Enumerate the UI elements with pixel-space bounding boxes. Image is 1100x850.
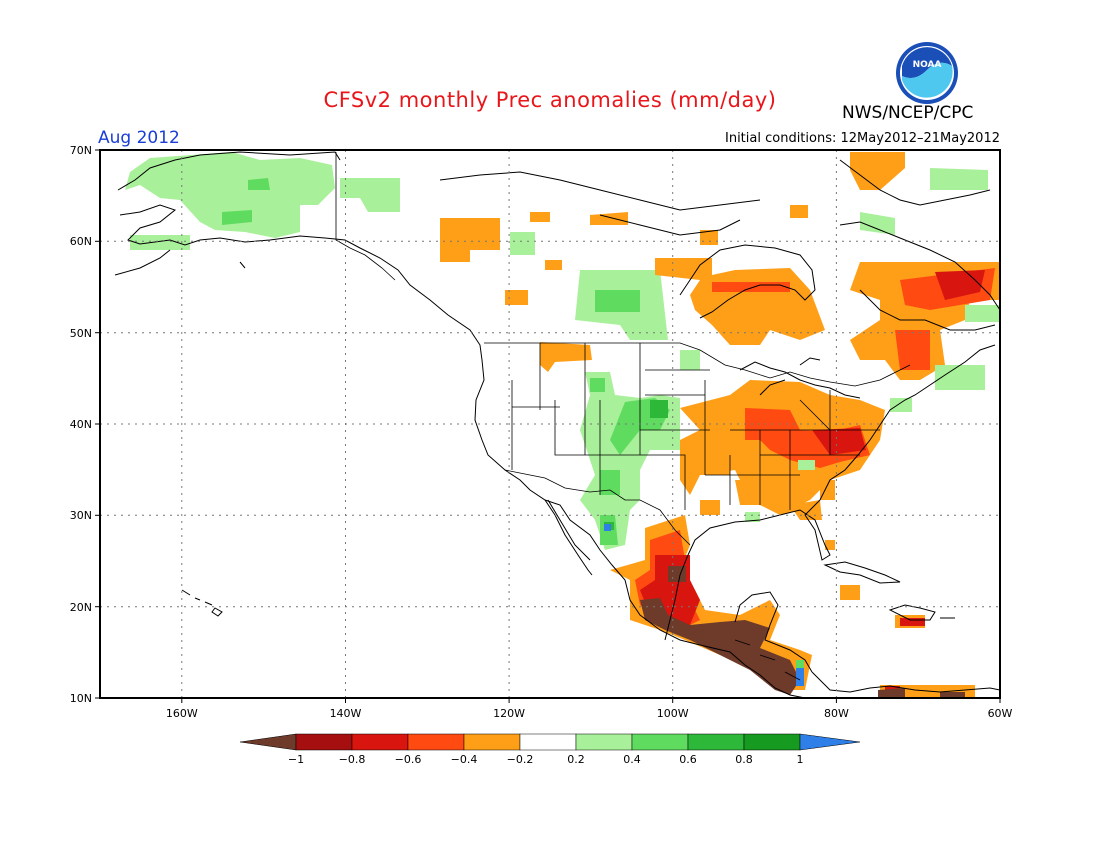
legend-label-6: 0.4 (623, 753, 641, 766)
lon-label-140w: 140W (330, 707, 362, 720)
anomaly-region-ontario-negative-2 (712, 282, 790, 292)
lon-label-160w: 160W (166, 707, 198, 720)
legend-tick-labels: −1 −0.8 −0.6 −0.4 −0.2 0.2 0.4 0.6 0.8 1 (288, 753, 804, 766)
border-us-states (511, 343, 880, 510)
coastlines (114, 151, 1001, 699)
lat-label-20n: 20N (70, 601, 92, 614)
lon-label-60w: 60W (988, 707, 1013, 720)
anomaly-cell-panama-positive (796, 660, 804, 668)
lat-label-40n: 40N (70, 418, 92, 431)
border-alaska-canada (335, 152, 396, 281)
legend-label-7: 0.6 (679, 753, 697, 766)
legend-swatch-p04-p06 (631, 733, 689, 751)
anomaly-region-bahamas-positive (745, 398, 912, 522)
political-borders (335, 152, 911, 681)
coastline-cuba (823, 561, 955, 621)
lat-label-30n: 30N (70, 509, 92, 522)
anomaly-region-canada-central-positive-2 (595, 290, 640, 312)
legend-swatch-m06-m04 (407, 733, 465, 751)
legend-label-0: −1 (288, 753, 304, 766)
legend-swatch-m04-m02 (463, 733, 521, 751)
anomaly-region-montana-negative (540, 342, 592, 372)
anomaly-field (125, 152, 1000, 698)
coastline-great-lakes (739, 357, 861, 399)
border-central-america (734, 639, 801, 681)
anomaly-region-south-negative (680, 455, 835, 550)
anomaly-region-canada-central-positive (510, 232, 668, 340)
legend-label-1: −0.8 (339, 753, 366, 766)
legend-swatch-m08-m06 (351, 733, 409, 751)
anomaly-region-rockies-positive-2 (590, 378, 670, 545)
coastline-aleutians (114, 249, 246, 276)
legend-label-5: 0.2 (567, 753, 585, 766)
coastline-alaska (117, 151, 806, 699)
anomaly-region-ontario-negative (655, 258, 825, 345)
coastline-yucatan (734, 591, 813, 673)
anomaly-region-caribbean-negative (840, 585, 975, 698)
legend-label-3: −0.4 (451, 753, 478, 766)
legend-arrow-above-max (799, 733, 861, 751)
coastline-baja (544, 499, 593, 576)
legend-label-8: 0.8 (735, 753, 753, 766)
axis-ticks (95, 149, 1001, 703)
legend-swatch-p06-p08 (687, 733, 745, 751)
coastline-gulf-of-mexico (664, 344, 996, 641)
coastline-hudson-bay (679, 244, 816, 319)
anomaly-region-canada-nw-negative (440, 212, 628, 305)
anomaly-region-greenland-positive (860, 168, 1000, 390)
legend-arrow-below-min (239, 733, 297, 751)
anomaly-cell-mexico-wet (604, 524, 611, 531)
anomaly-cell-panama-wet (796, 668, 804, 686)
map-frame-group: 70N 60N 50N 40N 30N 20N 10N 160W 140W 12… (70, 144, 1013, 720)
chart-title: CFSv2 monthly Prec anomalies (mm/day) (323, 88, 777, 112)
longitude-labels: 160W 140W 120W 100W 80W 60W (166, 707, 1013, 720)
border-us-mexico (504, 469, 691, 546)
legend-swatch-p08-p1 (743, 733, 801, 751)
anomaly-region-mexico-extreme-negative (640, 566, 800, 695)
anomaly-region-midwest-negative-3 (812, 428, 866, 455)
lat-label-50n: 50N (70, 327, 92, 340)
lat-label-70n: 70N (70, 144, 92, 157)
anomaly-region-colombia-extreme-negative (878, 688, 965, 698)
legend-swatch-m1-m08 (295, 733, 353, 751)
color-legend: −1 −0.8 −0.6 −0.4 −0.2 0.2 0.4 0.6 0.8 1 (239, 733, 861, 766)
anomaly-region-yukon-positive (130, 178, 400, 250)
anomaly-region-alaska-positive (125, 152, 335, 238)
coastline-arctic (439, 159, 991, 236)
legend-label-4: −0.2 (507, 753, 534, 766)
anomaly-region-alaska-positive-2 (222, 178, 270, 225)
lon-label-100w: 100W (657, 707, 689, 720)
latitude-labels: 70N 60N 50N 40N 30N 20N 10N (70, 144, 92, 705)
noaa-logo-text: NOAA (913, 60, 942, 70)
border-us-canada (484, 342, 911, 387)
coastline-labrador (839, 221, 1001, 331)
forecast-period-label: Aug 2012 (98, 128, 180, 148)
agency-label: NWS/NCEP/CPC (842, 103, 974, 123)
noaa-logo: NOAA (896, 42, 958, 104)
lon-label-80w: 80W (824, 707, 849, 720)
legend-swatch-neutral (519, 733, 577, 751)
anomaly-region-greenland-negative (850, 152, 905, 190)
legend-label-9: 1 (797, 753, 804, 766)
coastline-south-america (811, 671, 1001, 693)
graticule (100, 150, 1000, 698)
lon-label-120w: 120W (493, 707, 525, 720)
initial-conditions-label: Initial conditions: 12May2012–21May2012 (725, 131, 1000, 146)
anomaly-region-rockies-positive-3 (604, 400, 668, 530)
lat-label-60n: 60N (70, 235, 92, 248)
legend-swatch-p02-p04 (575, 733, 633, 751)
legend-label-2: −0.6 (395, 753, 422, 766)
coastline-hawaii (181, 589, 223, 617)
lat-label-10n: 10N (70, 692, 92, 705)
